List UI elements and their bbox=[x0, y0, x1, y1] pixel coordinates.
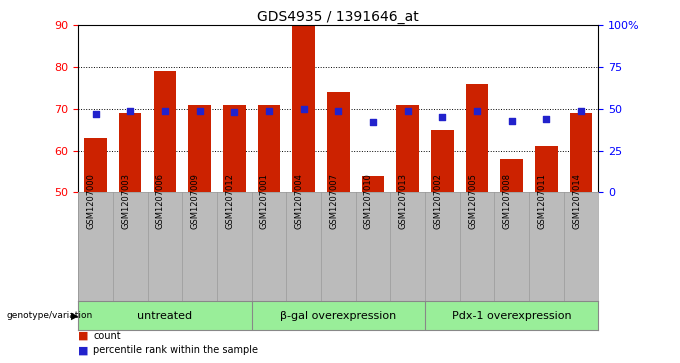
Text: GSM1207012: GSM1207012 bbox=[225, 173, 234, 229]
Text: β-gal overexpression: β-gal overexpression bbox=[280, 311, 396, 321]
Bar bbox=[431, 130, 454, 192]
Text: ▶: ▶ bbox=[71, 311, 79, 321]
Point bbox=[228, 109, 239, 115]
Text: GSM1207000: GSM1207000 bbox=[86, 173, 95, 229]
Text: GSM1207001: GSM1207001 bbox=[260, 173, 269, 229]
Point bbox=[367, 119, 378, 125]
Text: ■: ■ bbox=[78, 345, 88, 355]
Point bbox=[506, 118, 517, 123]
Text: untreated: untreated bbox=[137, 311, 192, 321]
Text: percentile rank within the sample: percentile rank within the sample bbox=[93, 345, 258, 355]
Text: GSM1207014: GSM1207014 bbox=[572, 173, 581, 229]
Bar bbox=[223, 105, 245, 192]
Bar bbox=[466, 84, 488, 192]
Bar bbox=[362, 176, 384, 192]
Bar bbox=[119, 113, 141, 192]
Bar bbox=[154, 71, 176, 192]
Point bbox=[263, 108, 274, 114]
Bar bbox=[84, 138, 107, 192]
Point bbox=[402, 108, 413, 114]
Point bbox=[124, 108, 135, 114]
Point bbox=[471, 108, 482, 114]
Text: GSM1207006: GSM1207006 bbox=[156, 173, 165, 229]
Text: GSM1207003: GSM1207003 bbox=[121, 173, 130, 229]
Text: GSM1207002: GSM1207002 bbox=[433, 173, 442, 229]
Bar bbox=[327, 92, 350, 192]
Text: GSM1207007: GSM1207007 bbox=[329, 173, 338, 229]
Text: genotype/variation: genotype/variation bbox=[7, 311, 93, 320]
Text: GSM1207004: GSM1207004 bbox=[294, 173, 303, 229]
Point bbox=[437, 114, 447, 120]
Text: Pdx-1 overexpression: Pdx-1 overexpression bbox=[452, 311, 571, 321]
Text: GSM1207013: GSM1207013 bbox=[398, 173, 407, 229]
Bar bbox=[292, 25, 315, 192]
Point bbox=[298, 106, 309, 112]
Text: GSM1207011: GSM1207011 bbox=[537, 173, 546, 229]
Point bbox=[194, 108, 205, 114]
Point bbox=[333, 108, 343, 114]
Point bbox=[575, 108, 586, 114]
Text: GSM1207010: GSM1207010 bbox=[364, 173, 373, 229]
Text: ■: ■ bbox=[78, 331, 88, 341]
Text: GSM1207008: GSM1207008 bbox=[503, 173, 511, 229]
Title: GDS4935 / 1391646_at: GDS4935 / 1391646_at bbox=[258, 11, 419, 24]
Text: GSM1207009: GSM1207009 bbox=[190, 173, 200, 229]
Point bbox=[541, 116, 551, 122]
Bar bbox=[396, 105, 419, 192]
Point bbox=[90, 111, 101, 117]
Bar bbox=[535, 147, 558, 192]
Bar bbox=[258, 105, 280, 192]
Bar bbox=[570, 113, 592, 192]
Point bbox=[159, 108, 170, 114]
Text: GSM1207005: GSM1207005 bbox=[468, 173, 477, 229]
Bar bbox=[188, 105, 211, 192]
Bar bbox=[500, 159, 523, 192]
Text: count: count bbox=[93, 331, 121, 341]
